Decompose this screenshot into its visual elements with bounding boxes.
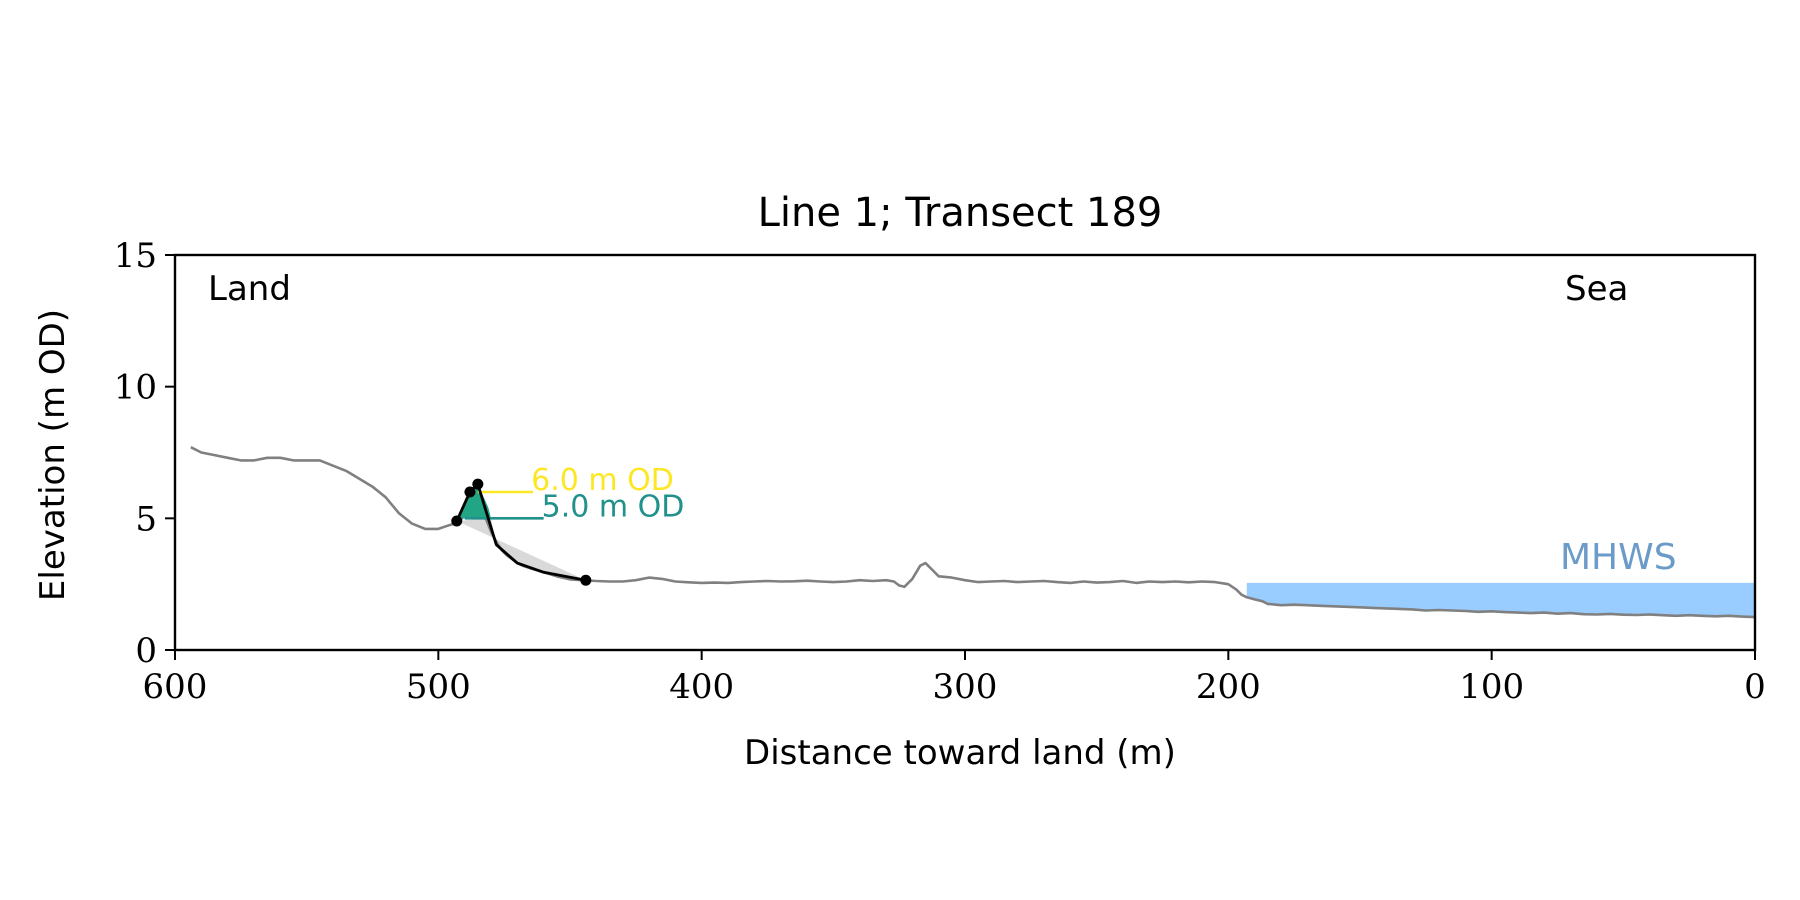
dune-toe-shadow xyxy=(456,518,586,581)
contour-label-5m: 5.0 m OD xyxy=(542,489,685,524)
x-tick-label-0: 0 xyxy=(1744,667,1766,707)
y-tick-label-5: 5 xyxy=(135,499,157,539)
dune-volume-fill xyxy=(456,484,491,521)
x-tick-label-500: 500 xyxy=(406,667,471,707)
chart-title: Line 1; Transect 189 xyxy=(758,190,1163,236)
x-axis-label: Distance toward land (m) xyxy=(744,733,1176,773)
x-tick-label-600: 600 xyxy=(143,667,208,707)
y-tick-label-0: 0 xyxy=(135,631,157,671)
x-tick-label-400: 400 xyxy=(669,667,734,707)
dune-marker-1 xyxy=(464,486,476,498)
x-tick-label-200: 200 xyxy=(1196,667,1261,707)
y-tick-label-10: 10 xyxy=(114,368,157,408)
dune-marker-3 xyxy=(580,574,592,586)
x-tick-label-100: 100 xyxy=(1459,667,1524,707)
y-tick-label-15: 15 xyxy=(114,236,157,276)
dune-marker-0 xyxy=(451,515,463,527)
sea-label: Sea xyxy=(1565,269,1628,309)
x-tick-label-300: 300 xyxy=(933,667,998,707)
contour-label-6m: 6.0 m OD xyxy=(531,463,674,498)
plot-area: 6.0 m OD5.0 m OD MHWS 600 500 400 300 200 100 0 0… xyxy=(114,236,1766,707)
sea-area-fill xyxy=(1246,582,1755,618)
mhws-label: MHWS xyxy=(1560,537,1677,578)
y-axis-label: Elevation (m OD) xyxy=(33,309,73,601)
elevation-profile-line xyxy=(190,446,1756,619)
land-label: Land xyxy=(208,269,291,309)
dune-marker-2 xyxy=(472,478,484,490)
